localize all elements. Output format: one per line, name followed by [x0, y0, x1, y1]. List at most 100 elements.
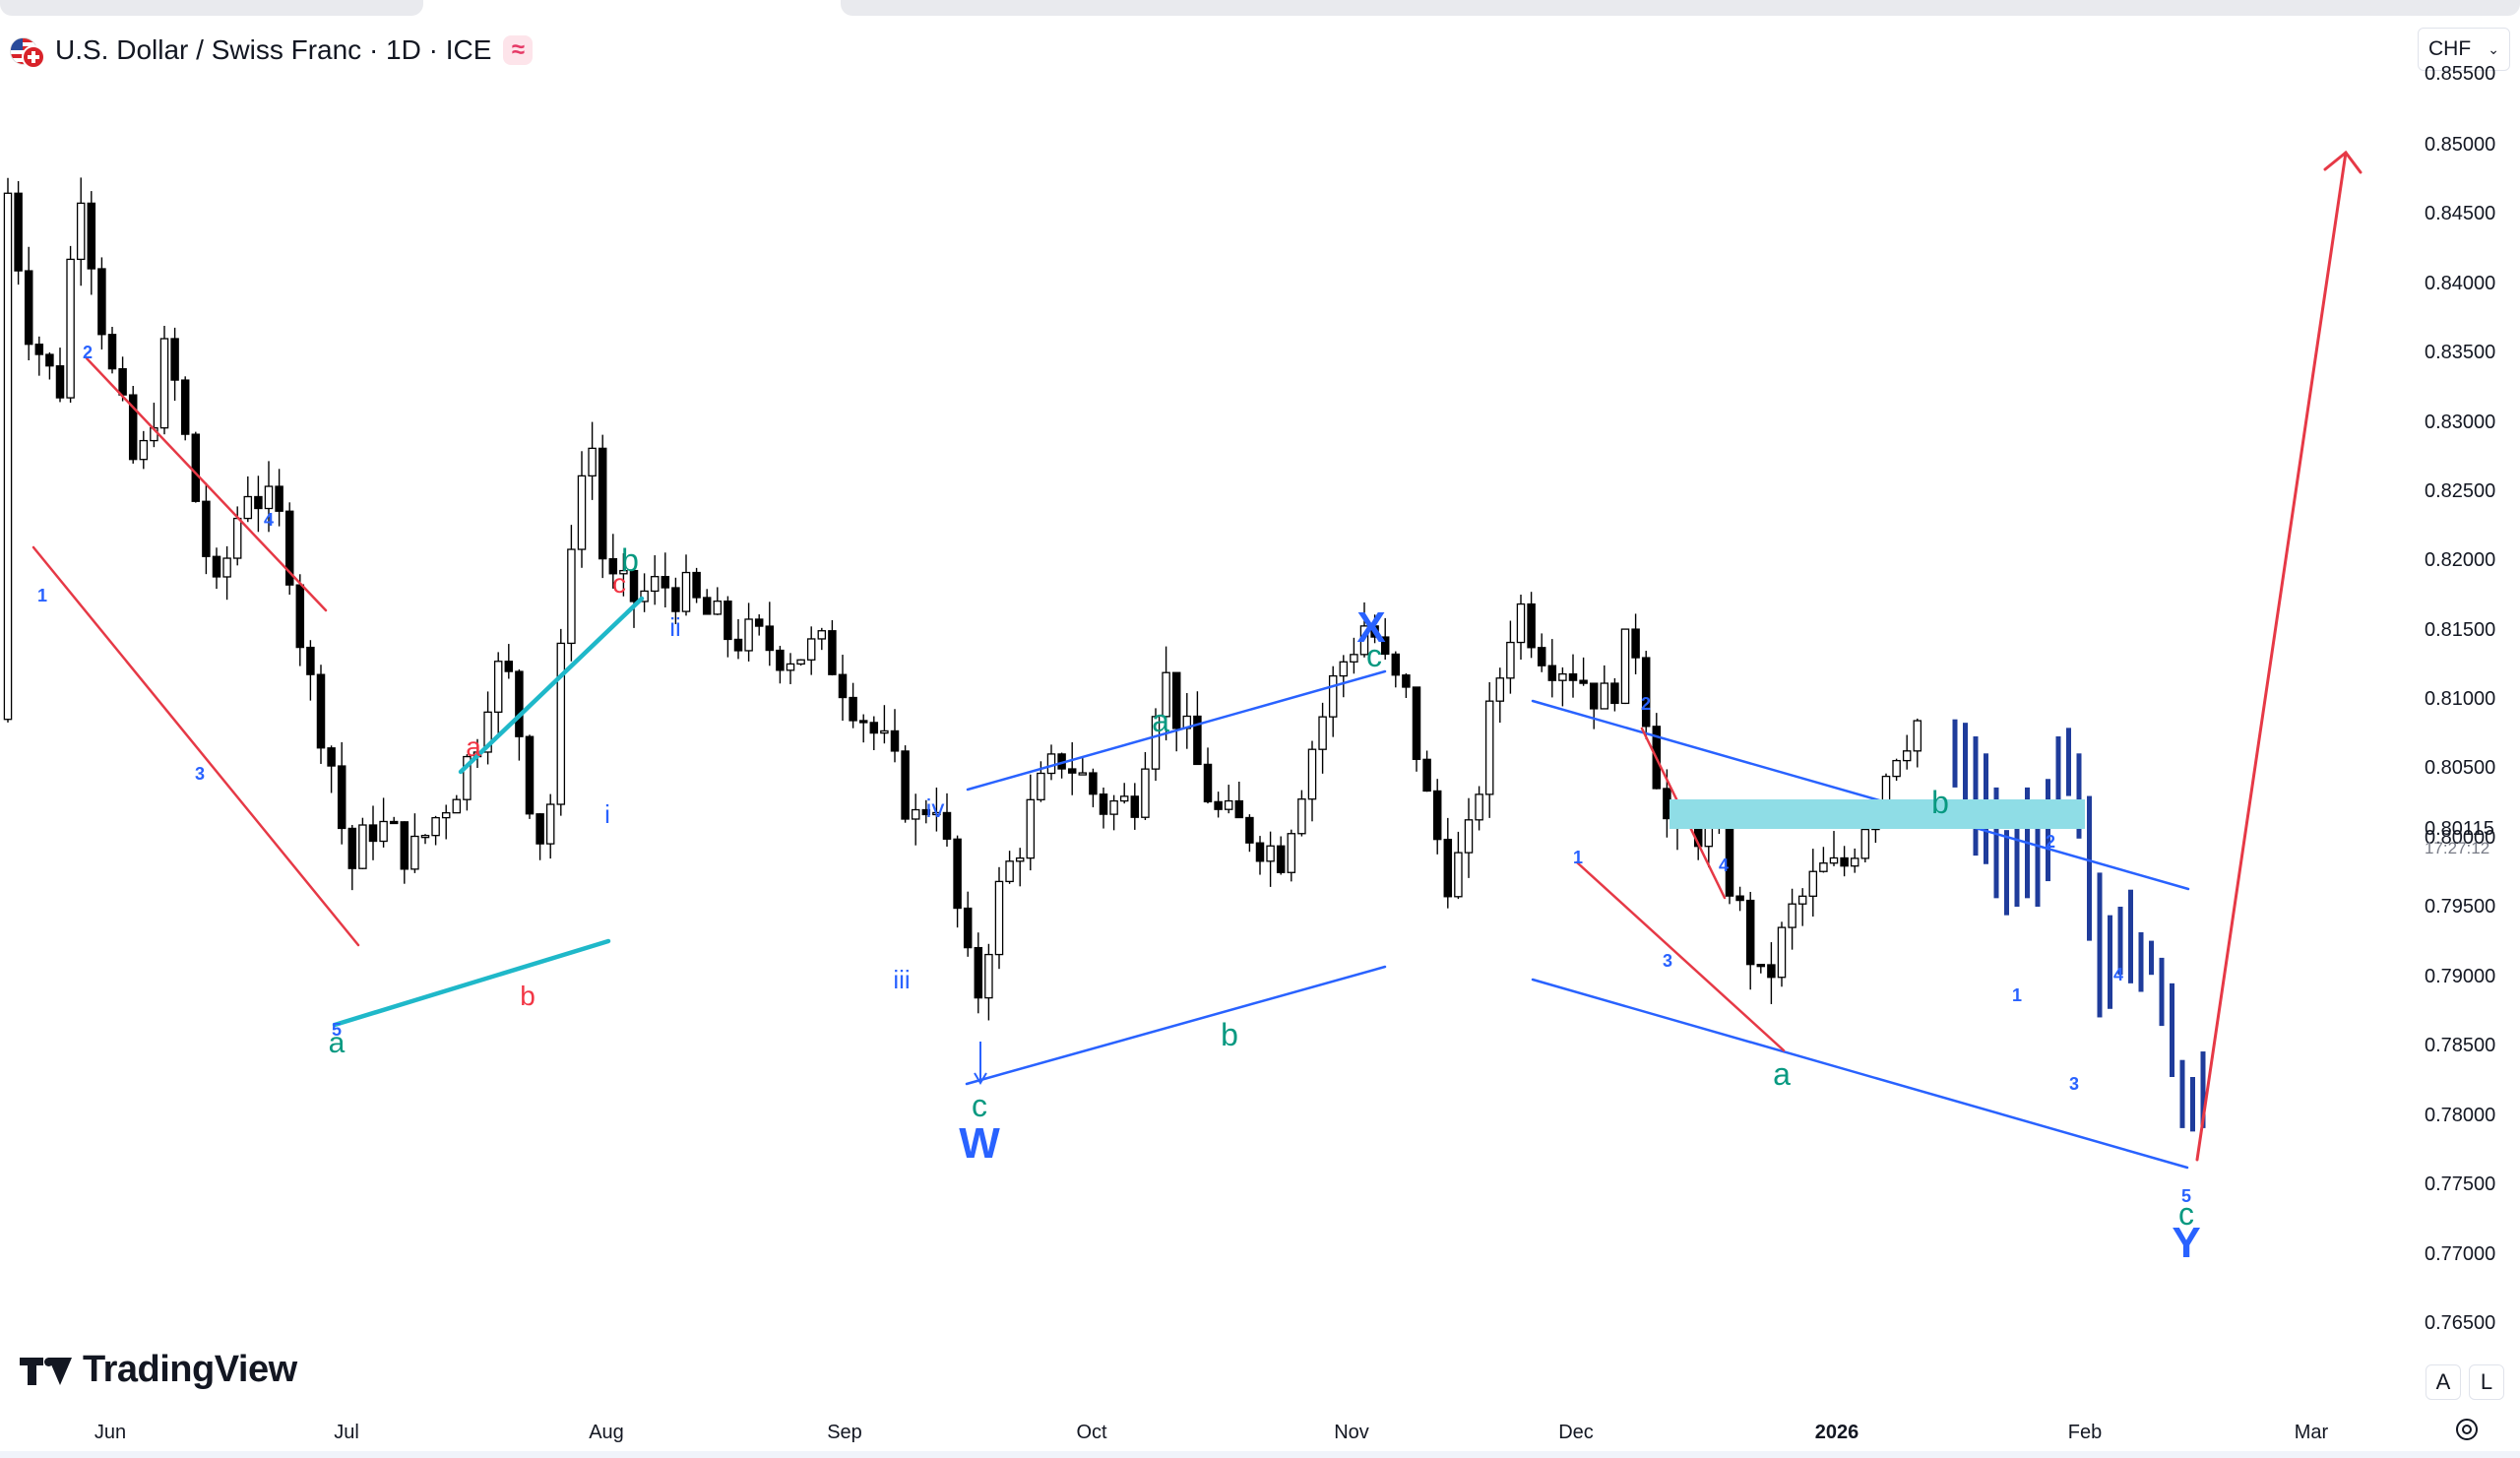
wave-label[interactable]: 2 [1641, 694, 1651, 714]
candle [1193, 691, 1202, 766]
wave-label[interactable]: iv [926, 793, 945, 823]
candle [87, 191, 96, 295]
candle [1026, 774, 1036, 871]
currency-select[interactable]: CHF ⌄ [2418, 28, 2510, 71]
log-scale-button[interactable]: L [2469, 1364, 2504, 1400]
wave-label[interactable]: c [612, 568, 626, 599]
wave-label[interactable]: 1 [2012, 985, 2022, 1005]
channel-line[interactable] [1575, 860, 1786, 1052]
candle [1214, 792, 1223, 818]
candle [24, 246, 33, 361]
wave-label[interactable]: 4 [2113, 965, 2123, 984]
candle [1631, 613, 1640, 674]
bar-countdown-label: 17:27:12 [2425, 839, 2489, 857]
candle [1318, 702, 1327, 774]
wave-label[interactable]: 5 [332, 1020, 342, 1040]
candle [786, 653, 795, 684]
wave-label[interactable]: iii [893, 965, 910, 994]
price-tick-label: 0.84500 [2425, 203, 2495, 224]
channel-line[interactable] [32, 545, 360, 947]
wave-label[interactable]: 3 [195, 764, 205, 784]
candle [828, 619, 837, 676]
candle [953, 835, 962, 928]
wave-label[interactable]: c [1366, 638, 1382, 673]
trend-line[interactable] [332, 938, 611, 1028]
candle [671, 577, 680, 625]
tradingview-logo[interactable]: TradingView [20, 1349, 297, 1391]
candle [3, 177, 13, 723]
candle [1829, 831, 1839, 866]
candle [1412, 686, 1421, 772]
price-tick-label: 0.79000 [2425, 966, 2495, 987]
channel-line[interactable] [85, 356, 328, 612]
wave-label[interactable]: 4 [264, 510, 274, 530]
settings-gear-icon[interactable] [2449, 1412, 2485, 1447]
wave-label[interactable]: 3 [2069, 1074, 2079, 1094]
trend-line[interactable] [458, 596, 645, 775]
candle [1307, 740, 1317, 822]
auto-scale-button[interactable]: A [2426, 1364, 2461, 1400]
wave-label[interactable]: i [604, 799, 610, 829]
wave-label[interactable]: b [1931, 785, 1949, 820]
wave-label[interactable]: 4 [1719, 856, 1729, 875]
candle [838, 655, 848, 722]
resistance-zone[interactable] [1670, 799, 2085, 829]
candle [942, 792, 952, 847]
candle [1558, 666, 1567, 707]
candle [1495, 667, 1505, 724]
price-tick-label: 0.83500 [2425, 342, 2495, 363]
candle [702, 589, 712, 615]
candle [713, 587, 723, 615]
wave-label[interactable]: 5 [2181, 1186, 2191, 1206]
candle [337, 741, 346, 845]
channel-line[interactable] [966, 669, 1387, 792]
toolbar-tab-left[interactable] [0, 0, 423, 16]
candle [1339, 655, 1349, 698]
wave-label[interactable]: a [329, 1027, 346, 1059]
wave-label[interactable]: X [1356, 603, 1385, 652]
candle [284, 502, 294, 596]
candle [724, 596, 732, 658]
wave-label[interactable]: a [1152, 703, 1169, 738]
candle [994, 866, 1004, 970]
wave-label[interactable]: a [466, 731, 481, 762]
channel-line[interactable] [965, 965, 1387, 1086]
candle [275, 469, 284, 527]
wave-label[interactable]: c [2178, 1196, 2194, 1232]
candle [629, 568, 639, 628]
wave-label[interactable]: 2 [83, 343, 93, 362]
wave-label[interactable]: 2 [2046, 832, 2055, 852]
data-mode-badge[interactable]: ≈ [503, 35, 534, 65]
time-tick-label: Dec [1558, 1422, 1594, 1443]
candle [1516, 595, 1526, 661]
wave-label[interactable]: b [621, 542, 639, 578]
wave-label[interactable]: b [1221, 1017, 1238, 1052]
channel-line[interactable] [1531, 699, 2190, 891]
wave-label[interactable]: ii [669, 612, 681, 642]
candle [650, 555, 660, 605]
wave-label[interactable]: 3 [1663, 951, 1672, 971]
wave-label[interactable]: b [520, 981, 536, 1011]
candle [1099, 787, 1108, 829]
wave-label[interactable]: 1 [1573, 848, 1583, 867]
toolbar-tab-right[interactable] [841, 0, 2520, 16]
candle [588, 421, 597, 500]
candle [1892, 758, 1901, 782]
wave-label[interactable]: Y [2172, 1219, 2200, 1267]
projected-bar [2149, 940, 2154, 976]
symbol-header[interactable]: U.S. Dollar / Swiss Franc · 1D · ICE ≈ [10, 26, 534, 75]
usd-chf-flag-icon [10, 33, 45, 69]
price-tick-label: 0.81500 [2425, 619, 2495, 641]
channel-line[interactable] [1531, 978, 2189, 1170]
wave-label[interactable]: 1 [37, 586, 47, 605]
candle [984, 943, 993, 1021]
wave-label[interactable]: W [959, 1119, 1000, 1168]
forecast-arrow[interactable] [2195, 151, 2348, 1162]
wave-label[interactable]: a [1773, 1056, 1791, 1092]
projected-bar [2004, 830, 2009, 916]
candle [316, 665, 326, 764]
bottom-border [0, 1451, 2520, 1458]
wave-label[interactable]: c [972, 1088, 987, 1123]
projected-bar [2097, 872, 2103, 1018]
